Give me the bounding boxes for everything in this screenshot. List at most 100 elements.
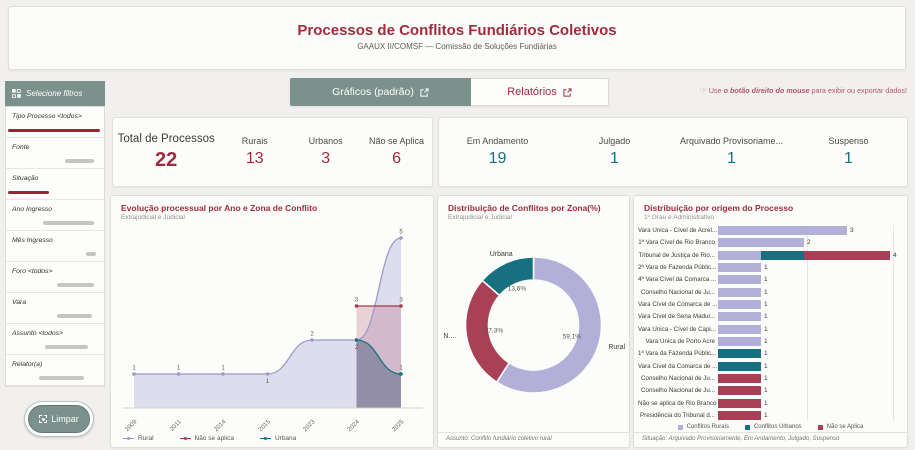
bar-segment[interactable] [718, 226, 847, 235]
bar-segment[interactable] [718, 238, 804, 248]
bar-row[interactable]: Conselho Nacional de Ju... 1 [638, 287, 903, 298]
bar-row[interactable]: Vara Cível de Comarca de ... 1 [638, 299, 903, 310]
legend-label: Não se Aplica [826, 424, 864, 430]
legend-item[interactable]: Não se aplica [179, 435, 234, 442]
bar-label: Vara Cível de Comarca de ... [638, 300, 718, 308]
kpi-value: 13 [245, 150, 264, 167]
kpi-value: 1 [610, 150, 619, 167]
bar-label: 2ª Vara de Fazenda Públic... [638, 263, 717, 271]
filter-scrollbar[interactable] [7, 129, 101, 132]
filter-item[interactable]: Situação [6, 169, 104, 200]
filter-item[interactable]: Tipo Processo <todos> [6, 107, 104, 138]
tab-graficos-padrao[interactable]: Gráficos (padrão) [290, 78, 471, 106]
bar-label: Não se aplica de Rio Branco [638, 399, 717, 407]
bar-row[interactable]: Não se aplica de Rio Branco 1 [638, 398, 903, 409]
bar-segment[interactable] [718, 275, 761, 285]
filter-scrollbar[interactable] [7, 191, 50, 194]
hint-prefix: Use [708, 86, 724, 95]
filter-scrollbar[interactable] [56, 314, 93, 318]
filter-scrollbar[interactable] [39, 376, 85, 380]
filter-item[interactable]: Assunto <todos> [6, 324, 104, 355]
legend-item[interactable]: Rural [123, 435, 154, 442]
bar-segment[interactable] [718, 336, 761, 346]
svg-text:27,3%: 27,3% [485, 328, 504, 335]
bar-segment[interactable] [718, 410, 761, 420]
bar-row[interactable]: Presidência do Tribunal d... 1 [638, 410, 903, 421]
bar-segment[interactable] [718, 349, 761, 359]
filter-item[interactable]: Foro <todos> [6, 262, 104, 293]
bar-row[interactable]: Vara Única - Cível de Acrel... 3 [638, 225, 903, 236]
bar-value: 1 [764, 350, 768, 358]
kpi-card-situacao: Em Andamento 19 Julgado 1 Arquivado Provisor… [438, 117, 908, 187]
chart-subtitle: Extrajudicial e Judicial [448, 214, 512, 221]
svg-text:1: 1 [177, 366, 181, 372]
filter-item[interactable]: Vara [6, 293, 104, 324]
bar-value: 4 [893, 251, 897, 259]
kpi-cell: Em Andamento 19 [439, 136, 556, 168]
svg-text:Urbana: Urbana [490, 251, 513, 258]
bar-row[interactable]: Vara Cível de Sena Madur... 1 [638, 311, 903, 322]
bar-row[interactable]: Conselho Nacional de Ju... 1 [638, 373, 903, 384]
bar-segment[interactable] [718, 361, 761, 371]
bar-row[interactable]: 4ª Vara Cível da Comarca ... 1 [638, 274, 903, 285]
bar-row[interactable]: Vara Única de Porto Acre 1 [638, 336, 903, 347]
filter-scrollbar[interactable] [86, 252, 97, 256]
bar-segment[interactable] [761, 250, 804, 260]
filter-item[interactable]: Fonte [6, 138, 104, 169]
filter-scrollbar[interactable] [64, 159, 95, 163]
bar-row[interactable]: 1ª Vara da Fazenda Públic... 1 [638, 348, 903, 359]
bar-segment[interactable] [718, 324, 761, 334]
legend-item[interactable]: Conflitos Rurais [677, 424, 729, 430]
filter-label: Relator(a) [12, 361, 43, 368]
filter-label: Assunto <todos> [12, 330, 64, 337]
bar-label: 1ª Vara Cível de Rio Branco [638, 239, 715, 247]
bar-segment[interactable] [804, 250, 890, 260]
bar-row[interactable]: 2ª Vara de Fazenda Públic... 1 [638, 262, 903, 273]
svg-text:2: 2 [310, 332, 314, 338]
filter-scrollbar[interactable] [56, 283, 95, 287]
bar-value: 1 [764, 325, 768, 333]
legend-label: Não se aplica [194, 435, 234, 442]
bar-segment[interactable] [718, 299, 761, 309]
kpi-cell: Arquivado Provisoriame... 1 [673, 136, 790, 168]
bar-segment[interactable] [718, 386, 761, 396]
tab-relatorios[interactable]: Relatórios [471, 78, 609, 106]
legend-item[interactable]: Não se Aplica [817, 424, 864, 430]
bar-value: 1 [764, 411, 768, 419]
bar-segment[interactable] [718, 312, 761, 322]
legend-item[interactable]: Urbana [259, 435, 296, 442]
bar-value: 1 [764, 288, 768, 296]
bar-row[interactable]: Vara Cível da Comarca de ... 1 [638, 361, 903, 372]
donut-chart[interactable]: 59,1% Rural 27,3% N.... 13,6% Urbana [438, 222, 629, 417]
svg-text:Rural: Rural [608, 344, 625, 351]
bar-row[interactable]: Vara Única - Cível de Capi... 1 [638, 324, 903, 335]
bar-label: Vara Cível da Comarca de ... [638, 362, 718, 370]
bar-chart-legend: Conflitos Rurais Conflitos Urbanos Não se … [634, 424, 907, 430]
svg-text:2014: 2014 [213, 418, 228, 433]
bar-row[interactable]: Conselho Nacional de Ju... 1 [638, 385, 903, 396]
filter-item[interactable]: Ano Ingresso [6, 200, 104, 231]
bar-segment[interactable] [718, 262, 761, 272]
bar-value: 3 [850, 227, 854, 234]
evolution-chart[interactable]: 1 1 1 1 2 2 5 3 3 1 2009 2011 2014 2015 2023 2024 2025 [111, 222, 433, 434]
bar-segment[interactable] [718, 250, 761, 260]
bar-value: 1 [764, 399, 768, 407]
filter-scrollbar[interactable] [43, 221, 95, 225]
legend-item[interactable]: Conflitos Urbanos [744, 424, 802, 430]
svg-text:1: 1 [132, 366, 136, 372]
legend-swatch [817, 424, 823, 430]
filter-item[interactable]: Relator(a) [6, 355, 104, 386]
bar-segment[interactable] [718, 398, 761, 408]
bar-segment[interactable] [718, 287, 761, 297]
bar-label: Vara Cível de Sena Madur... [638, 313, 716, 321]
bar-value: 1 [764, 300, 768, 308]
bar-segment[interactable] [718, 373, 761, 383]
bar-row[interactable]: 1ª Vara Cível de Rio Branco 2 [638, 237, 903, 248]
bar-row[interactable]: Tribunal de Justiça de Rio... 4 [638, 250, 903, 261]
filter-item[interactable]: Mês Ingresso [6, 231, 104, 262]
clear-filters-button[interactable]: Limpar [28, 405, 90, 433]
svg-text:2023: 2023 [302, 418, 317, 433]
chart-subtitle: Extrajudicial e Judicial [121, 214, 185, 221]
pointer-icon: ☞ [699, 86, 707, 95]
filter-scrollbar[interactable] [45, 345, 89, 349]
